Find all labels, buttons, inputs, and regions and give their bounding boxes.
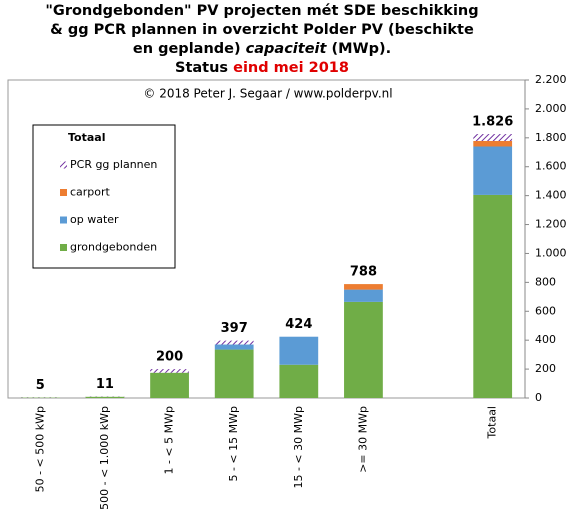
y-tick-label: 600 [535,304,556,317]
x-tick-label: >= 30 MWp [356,406,369,473]
total-label: 11 [96,377,114,392]
x-tick-label: 50 - < 500 kWp [33,406,46,492]
legend-title: Totaal [68,131,105,144]
y-tick-label: 1.800 [535,131,567,144]
title-part: en geplande) [133,41,241,57]
bar-segment [85,396,125,398]
bar-segment [344,289,383,302]
x-tick-label: 5 - < 15 MWp [227,406,240,482]
annotation: © 2018 Peter J. Segaar / www.polderpv.nl [143,87,392,101]
y-tick-label: 2.000 [535,102,567,115]
y-tick-label: 0 [535,391,542,404]
legend-swatch [60,189,67,196]
total-label: 5 [36,378,45,393]
bar-segment [150,369,189,373]
y-tick-label: 1.400 [535,189,567,202]
y-tick-label: 200 [535,362,556,375]
bar-segment [150,372,189,398]
legend-label: op water [70,213,119,226]
y-tick-label: 1.600 [535,160,567,173]
legend-label: carport [70,186,111,199]
title-line: & gg PCR plannen in overzicht Polder PV … [50,22,474,38]
legend-swatch [60,216,67,224]
legend-swatch [60,161,67,169]
bar-segment [344,284,383,290]
title-part: capaciteit [246,41,328,57]
title-part: eind mei 2018 [233,60,349,76]
y-tick-label: 1.200 [535,218,567,231]
y-tick-label: 2.200 [535,73,567,86]
x-tick-label: 500 - < 1.000 kWp [98,406,111,510]
bar-segment [473,140,513,147]
legend-label: grondgebonden [70,241,157,254]
title-part: (MWp). [332,41,392,57]
legend [32,124,176,269]
bar-segment [214,344,254,350]
bar-segment [214,340,254,345]
x-tick-label: 1 - < 5 MWp [163,406,176,475]
bar-segment [344,301,383,398]
bar-segment [279,364,319,398]
x-tick-label: Totaal [486,406,499,439]
legend-label: PCR gg plannen [70,158,157,171]
bar-segment [473,146,513,195]
total-label: 397 [221,321,248,336]
bar-segment [279,336,319,365]
y-tick-label: 1.000 [535,246,567,259]
bar-segment [473,194,513,398]
legend-swatch [60,244,67,251]
total-label: 200 [156,350,183,365]
title-line: en geplande) capaciteit (MWp). [133,41,391,57]
total-label: 424 [285,317,312,332]
bar-segment [214,349,254,398]
y-tick-label: 800 [535,275,556,288]
total-label: 788 [350,265,377,280]
y-tick-label: 400 [535,333,556,346]
title-line: "Grondgebonden" PV projecten mét SDE bes… [45,3,478,19]
total-label: 1.826 [472,115,513,130]
title-part: Status [175,60,228,76]
bar-segment [473,134,513,141]
x-tick-label: 15 - < 30 MWp [292,406,305,489]
title-line: Status eind mei 2018 [175,60,349,76]
